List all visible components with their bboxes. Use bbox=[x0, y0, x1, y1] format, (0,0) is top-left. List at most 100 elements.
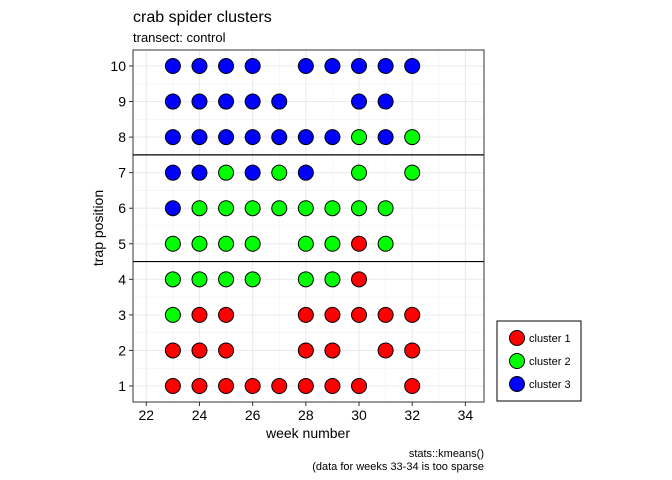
data-point bbox=[164, 378, 181, 394]
y-tick-label: 10 bbox=[110, 58, 126, 74]
data-point bbox=[271, 93, 288, 110]
data-point bbox=[324, 58, 341, 74]
chart-subtitle: transect: control bbox=[133, 30, 226, 45]
data-point bbox=[244, 93, 261, 110]
data-point bbox=[244, 235, 261, 252]
data-point bbox=[351, 271, 368, 288]
legend: cluster 1 cluster 2 cluster 3 bbox=[496, 320, 582, 402]
y-axis-label: trap position bbox=[90, 190, 106, 266]
data-point bbox=[377, 200, 394, 217]
data-point bbox=[324, 306, 341, 323]
data-point bbox=[244, 271, 261, 288]
data-point bbox=[218, 58, 235, 74]
data-point bbox=[297, 164, 314, 181]
data-point bbox=[218, 129, 235, 146]
data-point bbox=[191, 378, 208, 394]
data-point bbox=[297, 129, 314, 146]
data-point bbox=[164, 93, 181, 110]
data-point bbox=[218, 378, 235, 394]
x-tick-label: 32 bbox=[404, 407, 420, 423]
chart-title: crab spider clusters bbox=[133, 9, 272, 26]
legend-key bbox=[509, 353, 525, 369]
legend-label: cluster 3 bbox=[529, 379, 571, 391]
data-point bbox=[297, 342, 314, 359]
data-point bbox=[377, 58, 394, 74]
data-point bbox=[297, 235, 314, 252]
data-point bbox=[191, 306, 208, 323]
data-point bbox=[404, 58, 421, 74]
data-point bbox=[191, 164, 208, 181]
data-point bbox=[191, 235, 208, 252]
data-point bbox=[218, 164, 235, 181]
data-point bbox=[324, 378, 341, 394]
data-point bbox=[244, 164, 261, 181]
data-point bbox=[271, 200, 288, 217]
y-tick-label: 8 bbox=[118, 129, 126, 145]
data-point bbox=[324, 342, 341, 359]
data-point bbox=[404, 306, 421, 323]
data-point bbox=[351, 306, 368, 323]
y-tick-label: 5 bbox=[118, 236, 126, 252]
data-point bbox=[351, 378, 368, 394]
data-point bbox=[271, 129, 288, 146]
caption-line-1: stats::kmeans() bbox=[409, 448, 484, 460]
data-point bbox=[351, 164, 368, 181]
caption-line-2: (data for weeks 33-34 is too sparse bbox=[312, 461, 484, 473]
x-tick-label: 28 bbox=[298, 407, 314, 423]
data-point bbox=[191, 271, 208, 288]
data-point bbox=[351, 93, 368, 110]
data-point bbox=[164, 342, 181, 359]
data-point bbox=[297, 58, 314, 74]
x-tick-label: 30 bbox=[351, 407, 367, 423]
data-point bbox=[164, 58, 181, 74]
data-point bbox=[324, 200, 341, 217]
data-point bbox=[164, 200, 181, 217]
data-point bbox=[244, 200, 261, 217]
legend-key bbox=[509, 376, 525, 392]
data-point bbox=[164, 164, 181, 181]
x-tick-label: 22 bbox=[139, 407, 155, 423]
data-point bbox=[377, 306, 394, 323]
y-tick-label: 3 bbox=[118, 307, 126, 323]
data-point bbox=[244, 58, 261, 74]
data-point bbox=[377, 342, 394, 359]
y-tick-label: 6 bbox=[118, 200, 126, 216]
data-point bbox=[271, 378, 288, 394]
data-point bbox=[377, 235, 394, 252]
data-point bbox=[377, 129, 394, 146]
y-tick-label: 2 bbox=[118, 342, 126, 358]
data-point bbox=[297, 378, 314, 394]
data-point bbox=[191, 200, 208, 217]
data-point bbox=[404, 378, 421, 394]
data-point bbox=[324, 129, 341, 146]
data-point bbox=[351, 129, 368, 146]
data-point bbox=[244, 129, 261, 146]
data-point bbox=[244, 378, 261, 394]
data-point bbox=[218, 271, 235, 288]
data-point bbox=[164, 271, 181, 288]
data-point bbox=[191, 129, 208, 146]
panel-border bbox=[132, 49, 485, 403]
data-point bbox=[218, 93, 235, 110]
data-point bbox=[404, 129, 421, 146]
data-point bbox=[404, 342, 421, 359]
data-point bbox=[164, 129, 181, 146]
data-point bbox=[218, 306, 235, 323]
data-point bbox=[297, 200, 314, 217]
data-point bbox=[218, 235, 235, 252]
data-point bbox=[324, 235, 341, 252]
y-tick-label: 9 bbox=[118, 94, 126, 110]
data-point bbox=[164, 235, 181, 252]
data-point bbox=[404, 164, 421, 181]
x-tick-label: 34 bbox=[458, 407, 474, 423]
data-point bbox=[164, 306, 181, 323]
y-tick-label: 7 bbox=[118, 165, 126, 181]
legend-label: cluster 2 bbox=[529, 356, 571, 368]
data-point bbox=[271, 164, 288, 181]
x-tick-label: 24 bbox=[192, 407, 208, 423]
data-point bbox=[351, 200, 368, 217]
data-point bbox=[351, 58, 368, 74]
y-tick-label: 1 bbox=[118, 378, 126, 394]
data-point bbox=[351, 235, 368, 252]
